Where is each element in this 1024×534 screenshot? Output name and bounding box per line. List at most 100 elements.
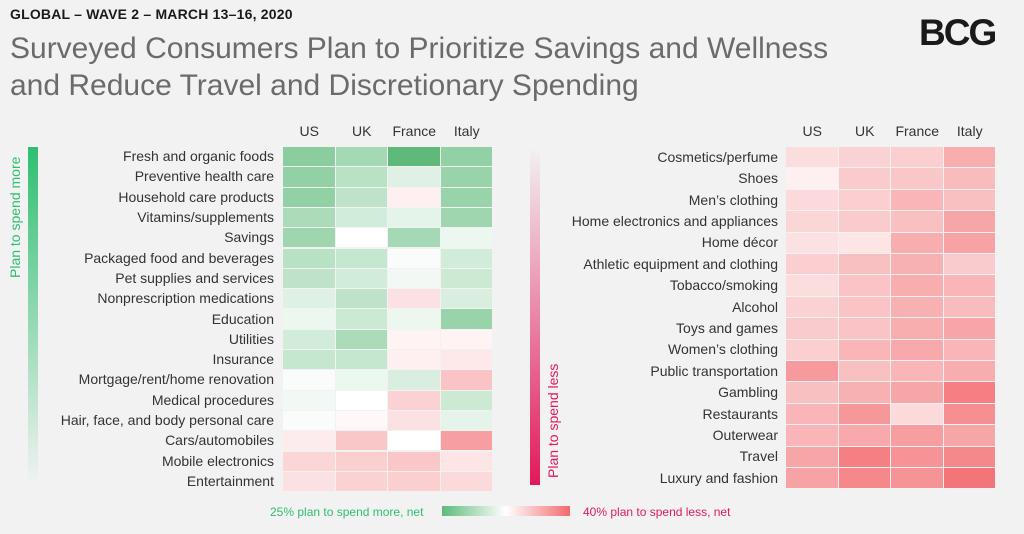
heatmap-cell xyxy=(335,147,387,167)
heatmap-cell xyxy=(440,350,492,370)
heatmap-cell xyxy=(943,296,995,318)
row-label: Cars/automobiles xyxy=(165,432,274,449)
heatmap-cell xyxy=(283,228,335,248)
heatmap-cell xyxy=(786,339,838,360)
heatmap-cell xyxy=(283,329,335,349)
heatmap-cell xyxy=(283,147,335,167)
heatmap-cell xyxy=(440,187,492,207)
heatmap-cell xyxy=(388,187,440,207)
row-label: Luxury and fashion xyxy=(659,469,778,486)
heatmap-cell xyxy=(335,289,387,309)
heatmap-cell xyxy=(891,425,943,446)
heatmap-cell xyxy=(440,207,492,228)
column-header-italy: Italy xyxy=(956,123,983,139)
heatmap-cell xyxy=(891,189,943,211)
heatmap-cell xyxy=(440,390,492,410)
heatmap-cell xyxy=(891,254,943,275)
heatmap-cell xyxy=(891,147,943,168)
row-label: Hair, face, and body personal care xyxy=(60,412,274,429)
eyebrow-text: GLOBAL – WAVE 2 – MARCH 13–16, 2020 xyxy=(10,6,293,22)
heatmap-cell xyxy=(283,451,335,471)
heatmap-cell xyxy=(388,248,440,268)
heatmap-cell xyxy=(891,468,943,489)
legend-more-text: 25% plan to spend more, net xyxy=(270,505,424,519)
spend-more-gradient-bar xyxy=(28,147,38,485)
page-title: Surveyed Consumers Plan to Prioritize Sa… xyxy=(10,30,910,104)
heatmap-cell xyxy=(786,232,838,253)
row-label: Women’s clothing xyxy=(668,341,778,358)
heatmap-cell xyxy=(786,168,838,189)
heatmap-cell xyxy=(838,211,890,232)
heatmap-cell xyxy=(283,471,335,492)
heatmap-cell xyxy=(388,309,440,329)
heatmap-cell xyxy=(891,211,943,232)
heatmap-cell xyxy=(786,382,838,403)
row-label: Public transportation xyxy=(650,362,778,379)
heatmap-cell xyxy=(943,275,995,296)
legend-less-text: 40% plan to spend less, net xyxy=(583,505,731,519)
heatmap-cell xyxy=(943,403,995,425)
heatmap-cell xyxy=(943,425,995,446)
row-label: Gambling xyxy=(718,384,778,401)
row-label: Fresh and organic foods xyxy=(123,148,274,165)
row-label: Vitamins/supplements xyxy=(137,209,274,226)
heatmap-cell xyxy=(838,425,890,446)
heatmap-cell xyxy=(335,248,387,268)
heatmap-cell xyxy=(943,232,995,253)
heatmap-cell xyxy=(283,248,335,268)
heatmap-cell xyxy=(891,275,943,296)
heatmap-cell xyxy=(440,471,492,492)
row-label: Preventive health care xyxy=(134,168,274,185)
heatmap-cell xyxy=(891,168,943,189)
heatmap-cell xyxy=(786,296,838,318)
heatmap-cell xyxy=(838,318,890,339)
row-label: Home décor xyxy=(701,234,778,251)
heatmap-cell xyxy=(786,361,838,382)
column-header-uk: UK xyxy=(855,123,875,139)
heatmap-cell xyxy=(335,268,387,289)
heatmap-cell xyxy=(943,189,995,211)
legend-gradient-bar xyxy=(442,506,570,516)
heatmap-cell xyxy=(943,446,995,467)
heatmap-cell xyxy=(335,410,387,431)
heatmap-cell xyxy=(786,254,838,275)
row-label: Shoes xyxy=(738,170,778,187)
heatmap-cell xyxy=(388,370,440,390)
heatmap-cell xyxy=(335,187,387,207)
heatmap-cell xyxy=(891,361,943,382)
row-label: Insurance xyxy=(212,351,274,368)
heatmap-cell xyxy=(440,370,492,390)
heatmap-cell xyxy=(786,318,838,339)
heatmap-cell xyxy=(838,147,890,168)
heatmap-cell xyxy=(440,268,492,289)
row-label: Household care products xyxy=(118,188,274,205)
row-label: Athletic equipment and clothing xyxy=(583,255,778,272)
heatmap-cell xyxy=(943,211,995,232)
heatmap-cell xyxy=(786,403,838,425)
heatmap-cell xyxy=(440,248,492,268)
heatmap-cell xyxy=(943,339,995,360)
heatmap-cell xyxy=(388,228,440,248)
column-header-france: France xyxy=(392,123,437,139)
heatmap-cell xyxy=(388,289,440,309)
heatmap-cell xyxy=(388,410,440,431)
heatmap-cell xyxy=(283,431,335,451)
heatmap-cell xyxy=(388,471,440,492)
heatmap-cell xyxy=(388,167,440,187)
heatmap-cell xyxy=(335,471,387,492)
row-label: Pet supplies and services xyxy=(115,269,274,286)
heatmap-cell xyxy=(943,318,995,339)
heatmap-cell xyxy=(388,147,440,167)
row-label: Savings xyxy=(224,229,274,246)
heatmap-cell xyxy=(838,232,890,253)
heatmap-cell xyxy=(388,207,440,228)
heatmap-cell xyxy=(943,361,995,382)
heatmap-cell xyxy=(388,431,440,451)
heatmap-cell xyxy=(891,382,943,403)
row-label: Entertainment xyxy=(186,472,274,489)
heatmap-cell xyxy=(891,339,943,360)
row-label: Tobacco/smoking xyxy=(669,277,778,294)
row-label: Utilities xyxy=(228,330,274,347)
row-label: Packaged food and beverages xyxy=(84,249,274,266)
heatmap-cell xyxy=(283,167,335,187)
